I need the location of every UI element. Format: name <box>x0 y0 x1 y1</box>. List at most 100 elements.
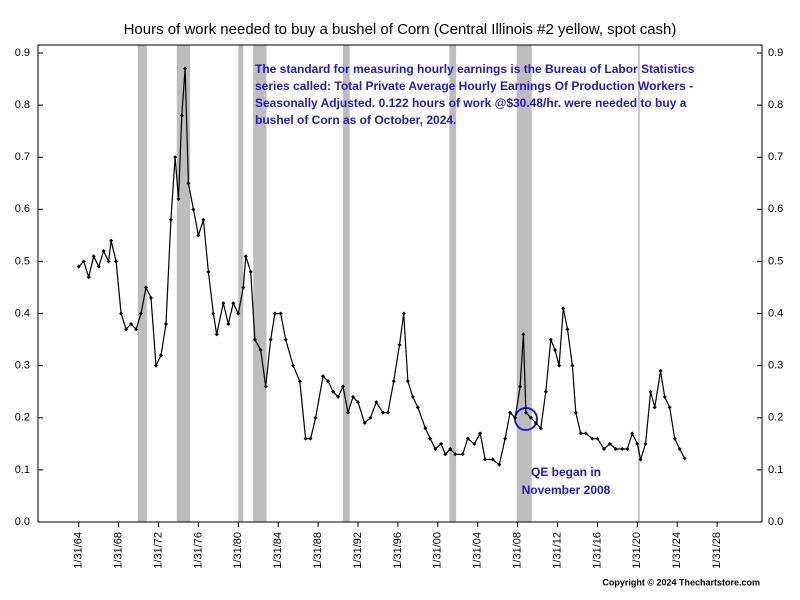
point-marker <box>521 332 526 337</box>
y-tick-label: 0.9 <box>15 47 30 59</box>
point-marker <box>362 420 367 425</box>
y2-tick-label: 0.1 <box>768 464 783 476</box>
x-tick-label: 1/31/04 <box>472 532 484 569</box>
y-tick-label: 0.8 <box>15 99 30 111</box>
point-marker <box>214 332 219 337</box>
point-marker <box>439 441 444 446</box>
point-marker <box>206 269 211 274</box>
y-tick-label: 0.0 <box>15 516 30 528</box>
point-marker <box>662 394 667 399</box>
x-tick-label: 1/31/76 <box>192 532 204 569</box>
point-marker <box>196 233 201 238</box>
point-marker <box>613 447 618 452</box>
y-tick-label: 0.7 <box>15 151 30 163</box>
point-marker <box>231 301 236 306</box>
point-marker <box>380 410 385 415</box>
y2-tick-label: 0.7 <box>768 151 783 163</box>
point-marker <box>667 405 672 410</box>
point-marker <box>81 259 86 264</box>
point-marker <box>341 384 346 389</box>
y2-tick-label: 0.9 <box>768 47 783 59</box>
recession-shade <box>343 45 350 522</box>
point-marker <box>96 264 101 269</box>
y-tick-label: 0.6 <box>15 203 30 215</box>
point-marker <box>134 327 139 332</box>
point-marker <box>313 415 318 420</box>
point-marker <box>158 353 163 358</box>
point-marker <box>410 394 415 399</box>
point-marker <box>86 275 91 280</box>
point-marker <box>368 415 373 420</box>
point-marker <box>144 285 149 290</box>
point-marker <box>533 420 538 425</box>
recession-shade <box>238 45 244 522</box>
point-marker <box>154 363 159 368</box>
point-marker <box>443 452 448 457</box>
point-marker <box>356 400 361 405</box>
point-marker <box>460 452 465 457</box>
point-marker <box>168 217 173 222</box>
point-marker <box>590 436 595 441</box>
y2-tick-label: 0.5 <box>768 255 783 267</box>
recession-shade <box>449 45 457 522</box>
y2-tick-label: 0.6 <box>768 203 783 215</box>
point-marker <box>658 368 663 373</box>
point-marker <box>513 415 518 420</box>
recession-shade <box>253 45 267 522</box>
point-marker <box>263 384 268 389</box>
point-marker <box>283 337 288 342</box>
note-line: The standard for measuring hourly earnin… <box>255 62 695 76</box>
y-tick-label: 0.3 <box>15 360 30 372</box>
point-marker <box>478 431 483 436</box>
annotation: The standard for measuring hourly earnin… <box>255 62 695 497</box>
point-marker <box>129 321 134 326</box>
qe-note: QE began in <box>531 465 601 479</box>
x-tick-label: 1/31/72 <box>152 532 164 569</box>
point-marker <box>148 295 153 300</box>
point-marker <box>538 426 543 431</box>
point-marker <box>226 321 231 326</box>
point-marker <box>625 447 630 452</box>
point-marker <box>483 457 488 462</box>
point-marker <box>297 379 302 384</box>
point-marker <box>346 410 351 415</box>
point-marker <box>91 254 96 259</box>
point-marker <box>139 311 144 316</box>
point-marker <box>433 447 438 452</box>
point-marker <box>570 363 575 368</box>
point-marker <box>448 447 453 452</box>
point-marker <box>453 452 458 457</box>
point-marker <box>236 311 241 316</box>
point-marker <box>268 337 273 342</box>
point-marker <box>648 389 653 394</box>
point-marker <box>583 431 588 436</box>
point-marker <box>552 348 557 353</box>
x-tick-label: 1/31/28 <box>711 532 723 569</box>
point-marker <box>638 457 643 462</box>
point-marker <box>258 348 263 353</box>
point-marker <box>211 311 216 316</box>
y-tick-label: 0.1 <box>15 464 30 476</box>
point-marker <box>518 384 523 389</box>
point-marker <box>561 306 566 311</box>
shades <box>137 45 640 522</box>
x-tick-label: 1/31/20 <box>631 532 643 569</box>
point-marker <box>272 311 277 316</box>
point-marker <box>578 431 583 436</box>
point-marker <box>186 181 191 186</box>
point-marker <box>173 155 178 160</box>
x-tick-label: 1/31/84 <box>272 532 284 569</box>
x-tick-label: 1/31/24 <box>671 532 683 569</box>
point-marker <box>602 447 607 452</box>
copyright: Copyright © 2024 Thechartstore.com <box>602 577 760 587</box>
point-marker <box>565 327 570 332</box>
point-marker <box>124 327 129 332</box>
point-marker <box>672 436 677 441</box>
y2-tick-label: 0.4 <box>768 307 783 319</box>
point-marker <box>573 410 578 415</box>
point-marker <box>428 436 433 441</box>
point-marker <box>308 436 313 441</box>
y-tick-label: 0.2 <box>15 412 30 424</box>
point-marker <box>643 441 648 446</box>
point-marker <box>114 259 119 264</box>
